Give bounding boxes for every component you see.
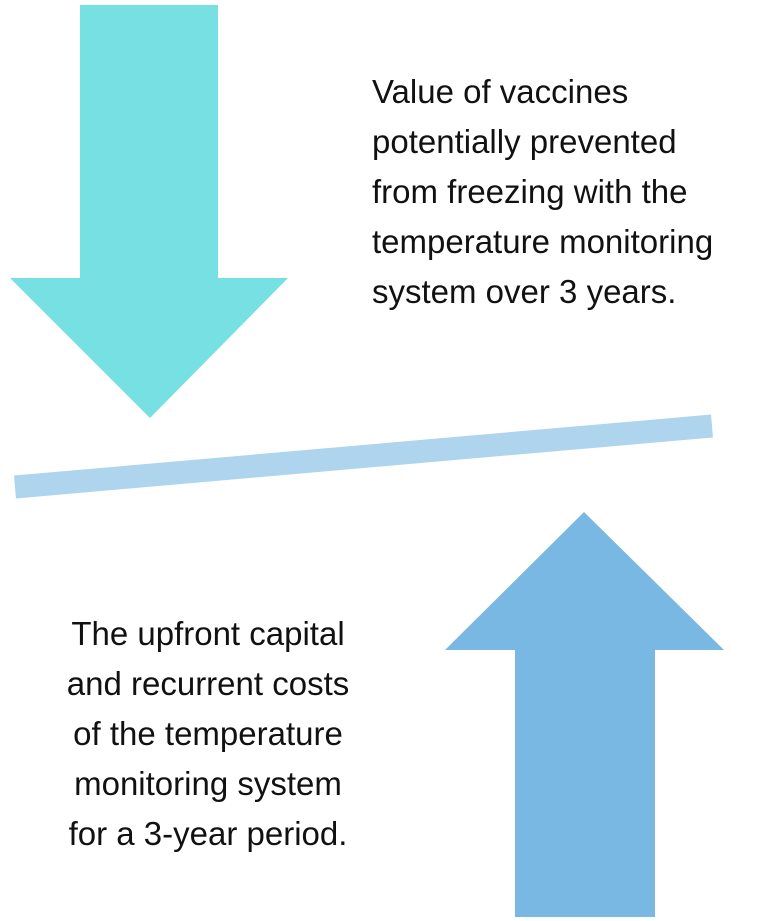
text-line: Value of vaccines bbox=[372, 73, 628, 110]
text-line: temperature monitoring bbox=[372, 223, 713, 260]
text-line: monitoring system bbox=[74, 765, 342, 802]
text-line: of the temperature bbox=[73, 715, 343, 752]
text-line: for a 3-year period. bbox=[69, 815, 348, 852]
top-text: Value of vaccines potentially prevented fr… bbox=[372, 73, 713, 310]
text-line: The upfront capital bbox=[71, 615, 344, 652]
bottom-text: The upfront capital and recurrent costs of… bbox=[67, 615, 349, 852]
up-arrow bbox=[445, 512, 724, 917]
down-arrow bbox=[10, 5, 288, 418]
balance-beam bbox=[13, 414, 714, 499]
text-line: potentially prevented bbox=[372, 123, 677, 160]
text-line: system over 3 years. bbox=[372, 273, 676, 310]
text-line: from freezing with the bbox=[372, 173, 687, 210]
text-line: and recurrent costs bbox=[67, 665, 349, 702]
